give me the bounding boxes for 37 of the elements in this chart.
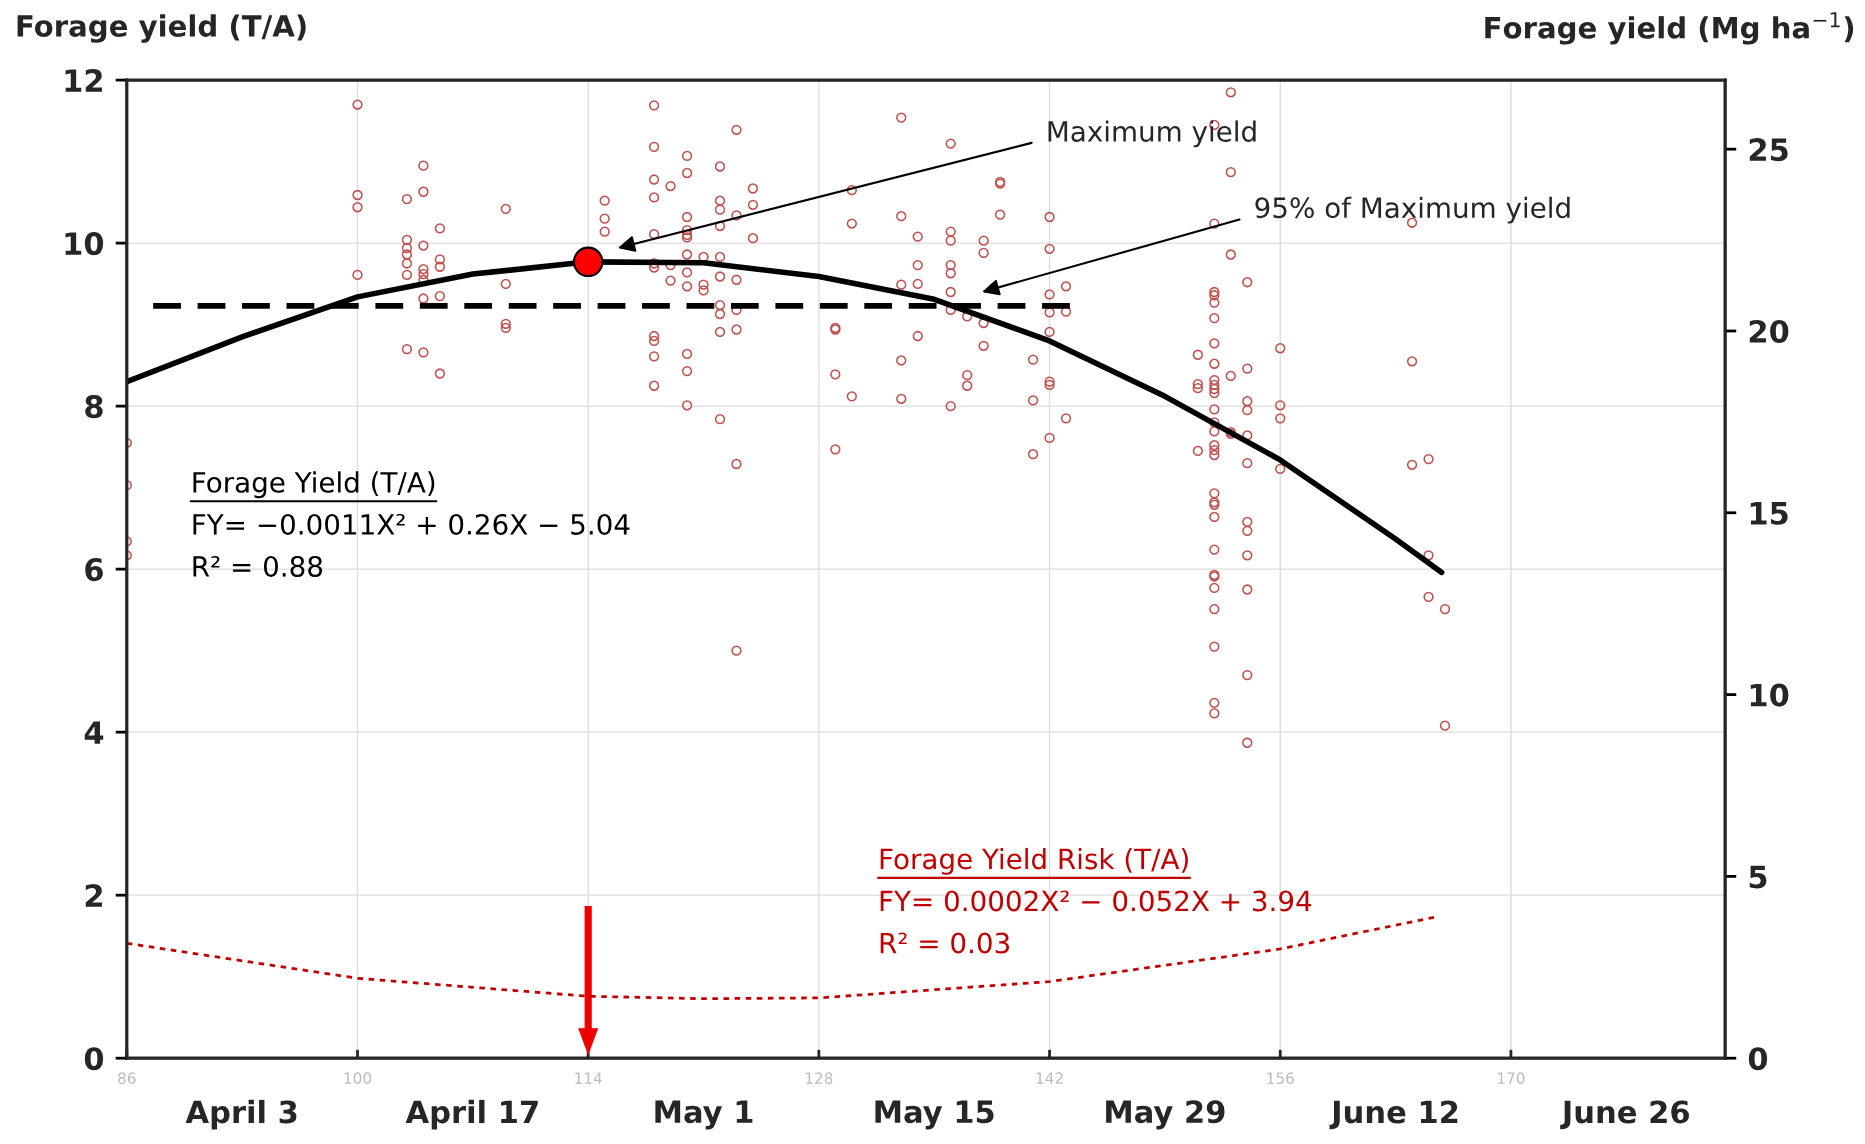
annotation: R² = 0.88: [193, 555, 323, 577]
x2-tick-label: May 1: [655, 1100, 753, 1130]
y2-axis-title: Forage yield (Mg ha$^{−1}$): [1485, 12, 1854, 45]
annotation: R² = 0.03: [880, 932, 1010, 954]
x-tick-label: 114: [575, 1072, 602, 1084]
x2-tick-label: June 12: [1329, 1100, 1458, 1130]
annotation: FY= 0.0002X² − 0.052X + 3.94: [880, 890, 1312, 912]
x2-tick-label: April 17: [405, 1099, 538, 1130]
annotation: FY= −0.0011X² + 0.26X − 5.04: [193, 513, 630, 535]
y-tick-label: 0: [84, 1047, 104, 1071]
y2-tick-label: 15: [1750, 502, 1788, 525]
y2-tick-label: 20: [1749, 319, 1789, 344]
y-axis-title: Forage yield (T/A): [17, 14, 306, 43]
x2-tick-label: June 26: [1560, 1100, 1689, 1130]
x2-tick-label: May 15: [875, 1100, 994, 1130]
y-tick-label: 12: [65, 69, 102, 92]
x2-tick-label: April 3: [185, 1099, 297, 1130]
x2-tick-label: May 29: [1106, 1100, 1225, 1130]
x-tick-label: 86: [118, 1072, 136, 1084]
x-tick-label: 170: [1498, 1072, 1525, 1084]
y-tick-label: 8: [85, 395, 103, 419]
y-tick-label: 4: [84, 721, 104, 744]
x-tick-label: 128: [805, 1072, 833, 1084]
x-tick-label: 100: [344, 1072, 372, 1084]
x-tick-label: 142: [1036, 1072, 1063, 1084]
x-tick-label: 156: [1267, 1072, 1294, 1084]
annotation: Forage Yield Risk (T/A): [880, 847, 1188, 875]
y2-tick-label: 0: [1748, 1047, 1768, 1071]
annotation: Forage Yield (T/A): [193, 471, 435, 499]
y2-tick-label: 5: [1749, 865, 1767, 889]
y-tick-label: 2: [85, 884, 102, 907]
annotation: Maximum yield: [1048, 120, 1256, 148]
y2-tick-label: 25: [1749, 138, 1788, 162]
y2-tick-label: 10: [1750, 683, 1789, 707]
y-tick-label: 6: [85, 558, 103, 582]
y-tick-label: 10: [65, 232, 104, 256]
annotation: 95% of Maximum yield: [1255, 196, 1570, 224]
